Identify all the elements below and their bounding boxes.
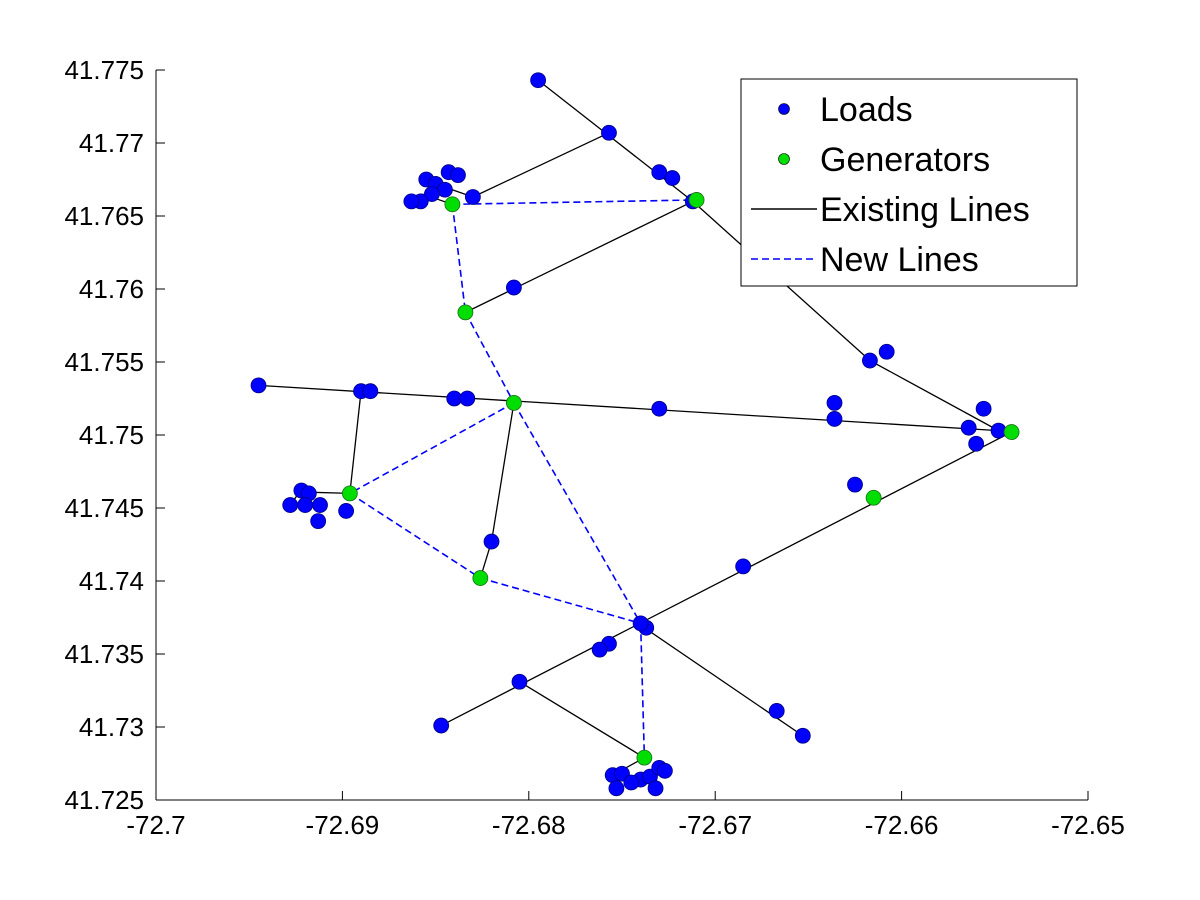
load-point	[651, 164, 668, 181]
load-point	[459, 390, 476, 407]
load-point	[591, 641, 608, 658]
y-tick-label: 41.765	[64, 201, 144, 231]
axes: -72.7 -72.69 -72.68 -72.67 -72.66 -72.65 41.72…	[64, 55, 1124, 840]
generator-point	[1003, 424, 1020, 440]
load-point	[878, 343, 895, 360]
load-point	[990, 422, 1007, 439]
load-point	[656, 762, 673, 779]
y-tick-label: 41.75	[79, 420, 144, 450]
x-tick-label: -72.69	[306, 810, 380, 840]
legend: Loads Generators Existing Lines New Lines	[740, 78, 1078, 287]
load-point	[647, 780, 664, 797]
existing-line-segment	[490, 402, 515, 542]
load-point	[794, 727, 811, 744]
y-tick-label: 41.725	[64, 785, 144, 815]
x-tick-label: -72.68	[492, 810, 566, 840]
load-point	[312, 497, 328, 513]
existing-line-segment	[644, 627, 804, 737]
generator-point	[341, 485, 358, 502]
y-tick-label: 41.755	[64, 347, 144, 377]
load-point	[338, 503, 355, 519]
legend-label: New Lines	[820, 241, 979, 279]
load-point	[464, 189, 481, 205]
load-point	[968, 435, 985, 452]
load-point	[608, 780, 625, 797]
legend-marker	[778, 153, 790, 165]
y-tick-label: 41.74	[79, 566, 144, 596]
generator-point	[505, 394, 522, 411]
legend-label: Loads	[820, 91, 913, 129]
existing-line-segment	[258, 384, 999, 432]
y-tick-label: 41.775	[64, 55, 144, 85]
y-tick-label: 41.77	[79, 128, 144, 158]
load-point	[601, 124, 617, 141]
load-point	[826, 411, 843, 427]
load-point	[450, 167, 466, 184]
existing-line-segment	[440, 431, 1012, 727]
new-line-segment	[452, 199, 697, 206]
new-line-segment	[464, 311, 515, 404]
y-tick-label: 41.76	[79, 274, 144, 304]
generator-point	[636, 749, 653, 766]
load-point	[297, 497, 314, 513]
legend-marker	[778, 103, 790, 115]
load-point	[511, 673, 528, 690]
x-tick-label: -72.7	[126, 810, 185, 840]
load-point	[282, 497, 299, 513]
load-point	[623, 774, 640, 791]
load-point	[362, 383, 379, 400]
new-line-segment	[513, 402, 642, 624]
legend-label: Generators	[820, 141, 990, 179]
legend-label: Existing Lines	[820, 191, 1030, 229]
existing-line-segment	[472, 132, 610, 198]
generator-point	[688, 192, 705, 208]
y-tick-label: 41.73	[79, 712, 144, 742]
network-lines	[258, 79, 1012, 776]
load-point	[664, 170, 681, 186]
y-tick-label: 41.735	[64, 639, 144, 669]
load-point	[403, 193, 420, 210]
existing-line-segment	[519, 681, 645, 759]
load-point	[768, 703, 785, 719]
load-point	[530, 72, 547, 89]
new-line-segment	[639, 623, 646, 758]
legend-box	[740, 78, 1078, 287]
load-point	[735, 558, 752, 575]
load-point	[483, 533, 500, 550]
new-line-segment	[480, 577, 641, 625]
x-tick-label: -72.67	[678, 810, 752, 840]
x-tick-label: -72.65	[1051, 810, 1125, 840]
load-point	[651, 400, 668, 417]
network-points	[250, 72, 1020, 797]
generator-point	[444, 196, 461, 213]
load-point	[310, 513, 327, 530]
load-point	[847, 476, 863, 493]
load-point	[433, 717, 450, 734]
load-point	[960, 419, 977, 436]
existing-line-segment	[349, 391, 362, 494]
new-line-segment	[349, 492, 481, 579]
x-tick-label: -72.66	[865, 810, 939, 840]
load-point	[862, 352, 878, 369]
load-point	[632, 615, 649, 632]
y-tick-label: 41.745	[64, 493, 144, 523]
generator-point	[865, 489, 882, 506]
load-point	[250, 377, 267, 394]
load-point	[975, 400, 992, 417]
load-point	[826, 394, 843, 411]
load-point	[505, 279, 522, 296]
new-line-segment	[451, 204, 467, 313]
existing-line-segment	[465, 200, 694, 313]
new-line-segment	[349, 402, 515, 495]
load-point	[423, 186, 440, 203]
existing-line-segment	[869, 359, 999, 432]
generator-point	[472, 570, 489, 586]
generator-point	[457, 304, 474, 321]
